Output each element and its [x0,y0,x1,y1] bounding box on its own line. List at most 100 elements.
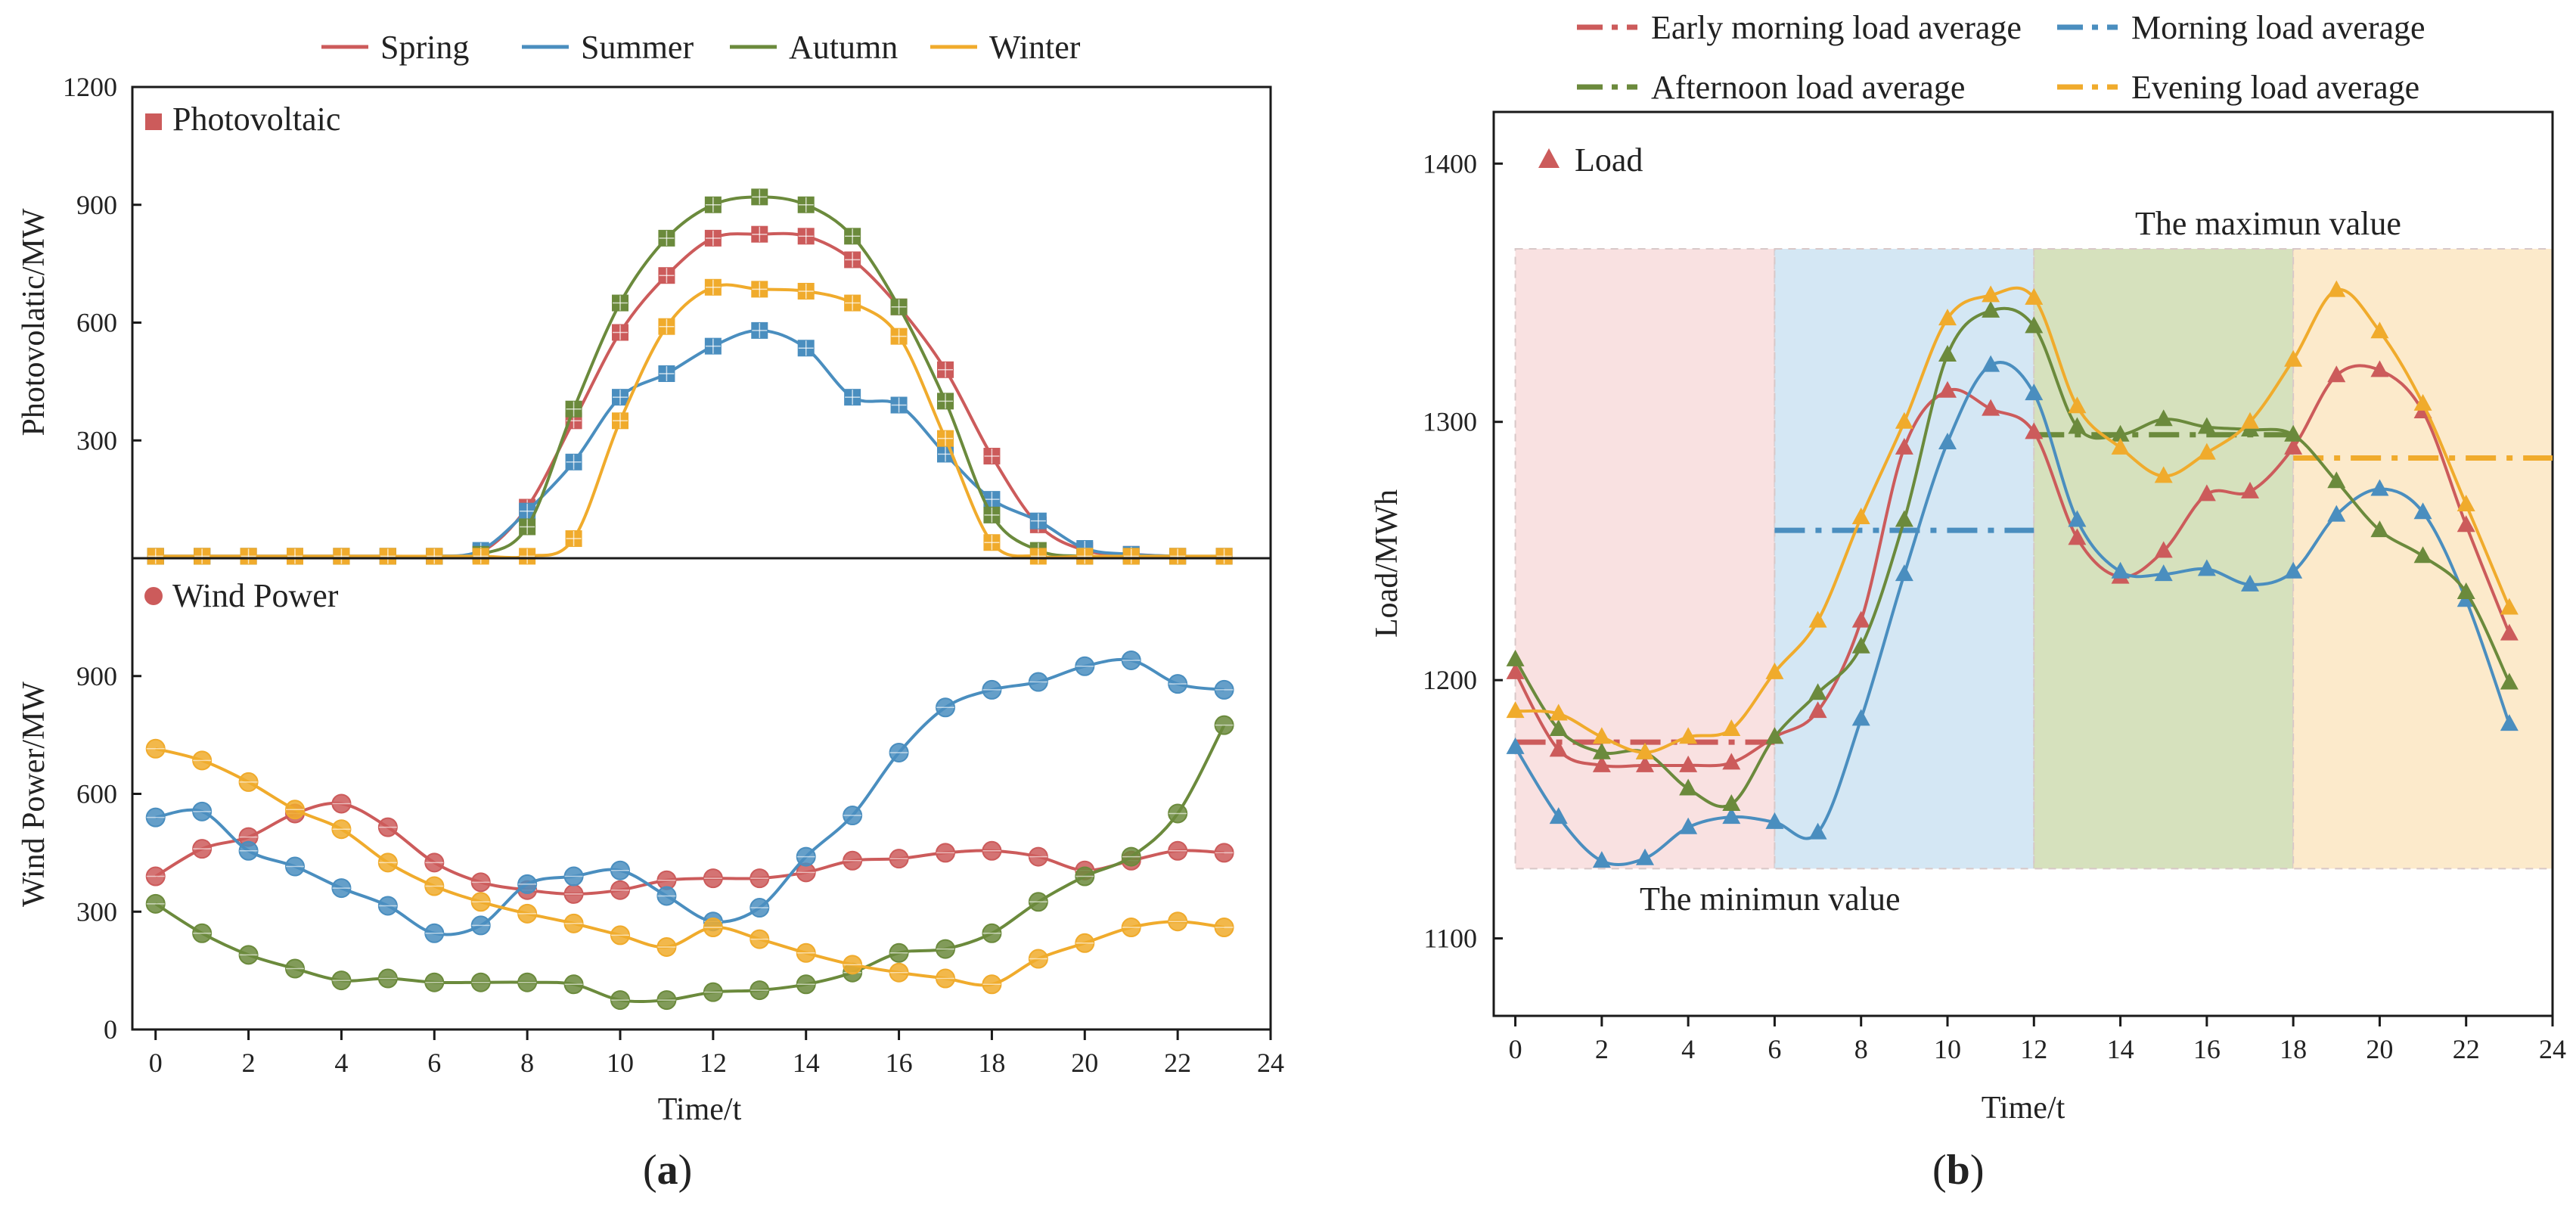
data-point-load-series-blue [1506,737,1525,754]
data-point-autumn [982,923,1002,943]
data-point-spring [889,849,909,869]
legend-item-spring: Spring [321,29,469,66]
data-point-autumn [1028,892,1048,912]
x-tick-label: 22 [2453,1034,2480,1064]
data-point-load-series-orange [1982,285,2000,303]
data-point-summer [890,396,908,414]
series-summer [147,321,1233,565]
series-load-series-orange [1506,280,2519,759]
data-point-spring [797,228,815,245]
legend-label: Evening load average [2131,69,2419,106]
data-point-load-series-blue [2500,714,2519,731]
data-point-load-series-red [2457,515,2475,533]
data-point-winter [982,974,1002,995]
data-point-load-series-blue [1636,848,1654,865]
legend-label: Spring [380,29,469,66]
data-point-summer [424,923,445,943]
data-point-autumn [983,506,1001,523]
y-axis-label-load: Load/MWh [1370,489,1404,638]
series-line-autumn [155,195,1224,559]
x-tick-label: 24 [2539,1034,2566,1064]
figure-label-b-close: ) [1970,1147,1985,1194]
series-line-autumn [154,724,1226,1004]
series-photovoltaic [147,188,1233,565]
legend-a: Spring Summer Autumn Winter [321,29,1081,66]
data-point-load-series-blue [2241,574,2259,592]
series-line-summer [155,328,1224,558]
data-point-load-series-orange [1722,719,1741,737]
data-point-load-series-red [1938,380,1957,398]
data-point-winter [658,318,675,335]
y-ticks-load: 1100 1200 1300 1400 [1423,148,1503,954]
data-point-autumn [610,990,630,1011]
data-point-winter [377,852,398,873]
data-point-winter [983,534,1001,551]
data-point-autumn [656,990,677,1011]
data-point-winter [565,530,582,548]
data-point-winter [285,800,305,820]
data-point-load-series-orange [1895,411,1913,429]
data-point-autumn [1121,846,1141,867]
data-point-winter [192,750,213,771]
data-point-summer [192,801,213,821]
x-tick-label: 16 [2193,1034,2221,1064]
data-point-autumn [470,972,491,992]
data-point-summer [797,340,815,357]
data-point-load-series-orange [2327,280,2346,297]
x-tick-label: 12 [700,1048,727,1078]
data-point-load-series-orange [1549,703,1568,721]
data-point-winter [937,430,954,447]
data-point-load-series-red [1895,437,1913,455]
x-tick-label: 18 [2280,1034,2307,1064]
x-tick-label: 10 [1934,1034,1961,1064]
figure-label-b-letter: b [1947,1147,1970,1194]
data-point-load-series-orange [2284,349,2303,367]
series-line-summer [155,657,1224,936]
data-point-load-series-blue [2370,479,2389,496]
data-point-summer [751,321,768,339]
data-point-spring [1214,843,1234,863]
data-point-load-series-blue [1765,812,1784,829]
photovoltaic-marker-icon [145,113,162,130]
data-point-load-series-blue [2413,502,2432,520]
data-point-summer [1214,679,1234,700]
data-point-load-series-blue [1938,433,1957,450]
figure-label-b-open: ( [1932,1147,1947,1194]
legend-b: Early morning load average Morning load a… [1577,9,2425,106]
data-point-summer [612,389,628,406]
x-tick-label: 22 [1164,1048,1191,1078]
data-point-winter [1169,548,1187,565]
data-point-load-series-red [1549,740,1568,757]
data-point-summer [704,337,722,355]
data-point-winter [1214,918,1234,938]
data-point-spring [563,883,584,904]
data-point-winter [1215,548,1233,565]
x-axis-label-b: Time/t [1982,1091,2065,1126]
data-point-load-series-orange [2241,411,2259,429]
y-tick-label: 1200 [1423,665,1477,695]
data-point-spring [145,866,166,887]
data-point-load-series-green [2327,471,2346,489]
x-tick-label: 0 [149,1048,163,1078]
data-point-winter [331,819,352,840]
y-tick-label: 1100 [1423,924,1477,954]
x-tick-label: 6 [1768,1034,1781,1064]
data-point-spring [470,872,491,893]
legend-item-winter: Winter [930,29,1081,66]
data-point-winter [472,548,489,565]
data-point-spring [704,229,722,247]
data-point-summer [565,453,582,470]
data-point-autumn [565,400,582,418]
data-point-load-series-green [1592,742,1611,759]
y-tick-label: 1200 [63,72,117,102]
data-point-winter [379,548,396,565]
data-point-load-series-blue [1549,807,1568,824]
data-point-summer [936,697,955,718]
x-tick-label: 18 [978,1048,1005,1078]
data-point-autumn [519,518,536,536]
data-point-load-series-orange [2370,321,2389,339]
series-autumn [145,715,1234,1011]
data-point-winter [889,962,909,983]
data-point-load-series-blue [2111,561,2130,579]
data-point-load-series-blue [1982,355,2000,372]
